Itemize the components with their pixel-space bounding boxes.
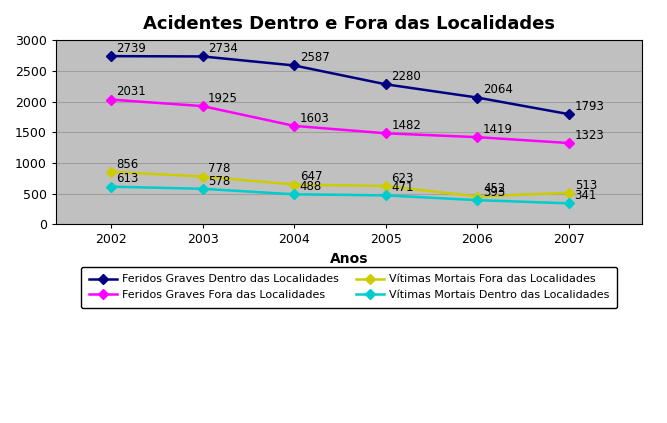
Text: 1603: 1603 <box>299 112 329 125</box>
Vítimas Mortais Dentro das Localidades <box>565 201 573 206</box>
Line: Feridos Graves Fora das Localidades: Feridos Graves Fora das Localidades <box>107 96 572 146</box>
Feridos Graves Dentro das Localidades <box>565 112 573 117</box>
Text: 2064: 2064 <box>483 83 513 96</box>
Vítimas Mortais Dentro das Localidades <box>290 192 298 197</box>
Vítimas Mortais Fora das Localidades <box>199 174 207 179</box>
Vítimas Mortais Fora das Localidades <box>565 190 573 195</box>
Text: 1419: 1419 <box>483 123 513 136</box>
Vítimas Mortais Fora das Localidades <box>382 184 390 189</box>
Legend: Feridos Graves Dentro das Localidades, Feridos Graves Fora das Localidades, Víti: Feridos Graves Dentro das Localidades, F… <box>81 266 617 308</box>
Feridos Graves Fora das Localidades <box>382 131 390 136</box>
Feridos Graves Fora das Localidades <box>565 140 573 146</box>
Feridos Graves Dentro das Localidades <box>107 54 115 59</box>
Feridos Graves Dentro das Localidades <box>199 54 207 59</box>
Text: 452: 452 <box>483 182 506 195</box>
Feridos Graves Dentro das Localidades <box>382 82 390 87</box>
Title: Acidentes Dentro e Fora das Localidades: Acidentes Dentro e Fora das Localidades <box>143 15 555 33</box>
Text: 578: 578 <box>208 175 230 188</box>
Text: 2031: 2031 <box>117 85 146 99</box>
Feridos Graves Fora das Localidades <box>199 104 207 109</box>
Vítimas Mortais Dentro das Localidades <box>107 184 115 189</box>
Text: 2734: 2734 <box>208 42 238 55</box>
Text: 488: 488 <box>299 180 322 193</box>
Feridos Graves Dentro das Localidades <box>474 95 482 100</box>
Text: 1482: 1482 <box>392 119 422 132</box>
Text: 2587: 2587 <box>299 51 329 64</box>
Vítimas Mortais Dentro das Localidades <box>382 193 390 198</box>
Vítimas Mortais Dentro das Localidades <box>199 186 207 191</box>
Text: 623: 623 <box>392 172 414 185</box>
X-axis label: Anos: Anos <box>330 252 368 266</box>
Text: 613: 613 <box>117 173 139 185</box>
Text: 778: 778 <box>208 162 231 176</box>
Feridos Graves Fora das Localidades <box>290 124 298 129</box>
Text: 393: 393 <box>483 186 505 199</box>
Text: 1323: 1323 <box>575 129 604 142</box>
Text: 1925: 1925 <box>208 92 238 105</box>
Vítimas Mortais Fora das Localidades <box>290 182 298 187</box>
Text: 2739: 2739 <box>117 42 146 55</box>
Vítimas Mortais Fora das Localidades <box>474 194 482 199</box>
Text: 471: 471 <box>392 181 414 194</box>
Line: Feridos Graves Dentro das Localidades: Feridos Graves Dentro das Localidades <box>107 52 572 118</box>
Text: 341: 341 <box>575 189 597 202</box>
Vítimas Mortais Dentro das Localidades <box>474 198 482 203</box>
Text: 647: 647 <box>299 170 322 184</box>
Text: 2280: 2280 <box>392 70 421 83</box>
Feridos Graves Dentro das Localidades <box>290 63 298 68</box>
Vítimas Mortais Fora das Localidades <box>107 169 115 174</box>
Line: Vítimas Mortais Dentro das Localidades: Vítimas Mortais Dentro das Localidades <box>107 183 572 207</box>
Text: 1793: 1793 <box>575 100 604 113</box>
Text: 513: 513 <box>575 179 597 192</box>
Feridos Graves Fora das Localidades <box>474 135 482 140</box>
Line: Vítimas Mortais Fora das Localidades: Vítimas Mortais Fora das Localidades <box>107 168 572 200</box>
Feridos Graves Fora das Localidades <box>107 97 115 102</box>
Text: 856: 856 <box>117 157 139 170</box>
